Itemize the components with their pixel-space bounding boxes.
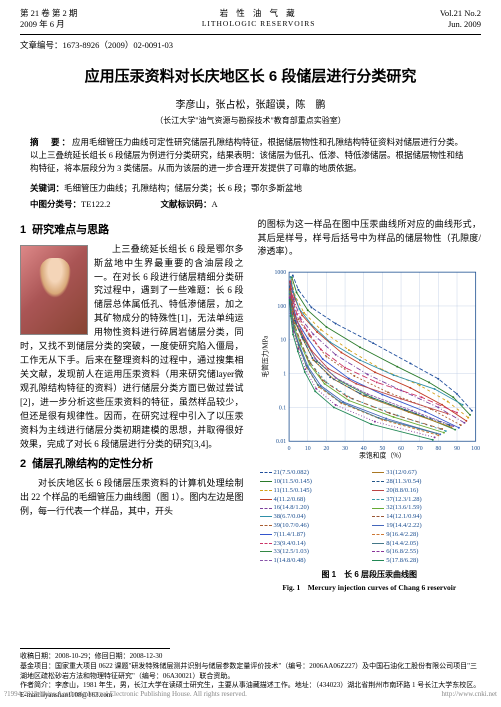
legend-item: 4(11.2/0.68) (260, 496, 367, 505)
author-photo (20, 245, 88, 335)
legend-item: 19(14.4/2.22) (372, 522, 479, 531)
journal-cn: 岩 性 油 气 藏 (202, 8, 316, 19)
svg-text:30: 30 (342, 446, 348, 452)
watermark-left: ?1994-2015 China Academic Journal Electr… (4, 690, 247, 700)
journal-en: LITHOLOGIC RESERVOIRS (202, 19, 316, 29)
svg-text:毛管压力/MPa: 毛管压力/MPa (260, 336, 269, 378)
footer-fund: 基金项目：国家重大项目 0622 课题"研发特殊储层测井识别与储层参数定量评价技… (20, 662, 481, 682)
header-date-en: Jun. 2009 (440, 19, 481, 30)
svg-text:0.01: 0.01 (275, 440, 285, 446)
svg-text:0: 0 (287, 446, 290, 452)
watermark-right: http://www.cnki.net (441, 690, 497, 700)
svg-text:10: 10 (304, 446, 310, 452)
header-vol-cn: 第 21 卷 第 2 期 (20, 8, 77, 19)
legend-item: 6(16.8/2.55) (372, 548, 479, 557)
chart-caption-en: Fig. 1 Mercury injection curves of Chang… (258, 581, 482, 594)
doc-code: A (212, 199, 218, 209)
legend-item: 39(10.7/0.46) (260, 522, 367, 531)
svg-text:1: 1 (283, 372, 286, 378)
legend-item: 14(12.1/0.94) (372, 513, 479, 522)
abstract-text: 应用毛细管压力曲线可定性研究储层孔隙结构特征，根据储层物性和孔隙结构特征资料对储… (30, 137, 464, 173)
chart-legend: 21(7.5/0.082)10(11.5/0.145)11(11.5/0.145… (258, 466, 482, 565)
legend-item: 23(9.4/0.14) (260, 540, 367, 549)
article-title: 应用压汞资料对长庆地区长 6 段储层进行分类研究 (0, 57, 501, 96)
legend-item: 33(12.5/1.03) (260, 548, 367, 557)
header-vol-en: Vol.21 No.2 (440, 8, 481, 19)
sec1-title: 研究难点与思路 (32, 224, 109, 236)
col2-p1: 的图标为这一样品在图中压汞曲线所对应的曲线形式，其后是样号，样号后括号中为样品的… (258, 218, 482, 260)
affiliation: （长江大学"油气资源与勘探技术"教育部重点实验室） (0, 115, 501, 136)
sec2-title: 储层孔隙结构的定性分析 (32, 458, 153, 470)
svg-text:80: 80 (435, 446, 441, 452)
left-column: 1研究难点与思路 上三叠统延长组长 6 段是鄂尔多斯盆地中生界最重要的含油层段之… (20, 218, 244, 594)
svg-text:50: 50 (379, 446, 385, 452)
legend-item: 10(11.5/0.145) (260, 478, 367, 487)
legend-item: 7(11.4/1.87) (260, 531, 367, 540)
svg-text:10: 10 (280, 338, 286, 344)
legend-item: 8(14.4/2.05) (372, 540, 479, 549)
mercury-chart: 0 10 20 30 40 50 60 70 80 90 100 0.01 0.1 1 10 100 1000 汞… (258, 261, 482, 466)
svg-text:100: 100 (471, 446, 480, 452)
svg-text:1000: 1000 (274, 271, 286, 277)
svg-text:40: 40 (360, 446, 366, 452)
footer-rule (20, 648, 170, 649)
svg-text:90: 90 (454, 446, 460, 452)
authors: 李彦山，张占松，张超谟，陈 鹏 (0, 96, 501, 115)
legend-item: 21(7.5/0.082) (260, 469, 367, 478)
footer-dates: 收稿日期：2008-10-29；修回日期：2008-12-30 (20, 652, 481, 662)
sec1-num: 1 (20, 224, 26, 236)
artno-label: 文章编号： (20, 40, 63, 50)
svg-text:70: 70 (416, 446, 422, 452)
clc-label: 中图分类号： (30, 199, 81, 209)
svg-text:20: 20 (323, 446, 329, 452)
keywords-label: 关键词： (30, 183, 64, 193)
svg-text:汞饱和度（%）: 汞饱和度（%） (359, 451, 405, 460)
header-date-cn: 2009 年 6 月 (20, 19, 77, 30)
legend-item: 5(17.8/6.28) (372, 557, 479, 566)
legend-item: 9(16.4/2.28) (372, 531, 479, 540)
legend-item: 38(6.7/0.04) (260, 513, 367, 522)
artno: 1673-8926（2009）02-0091-03 (63, 40, 174, 50)
legend-item: 20(8.8/0.16) (372, 487, 479, 496)
legend-item: 1(14.8/0.48) (260, 557, 367, 566)
svg-text:60: 60 (398, 446, 404, 452)
svg-text:100: 100 (277, 304, 286, 310)
sec2-num: 2 (20, 458, 26, 470)
legend-item: 11(11.5/0.145) (260, 487, 367, 496)
svg-text:0.1: 0.1 (278, 406, 285, 412)
chart-caption-cn: 图 1 长 6 层段压汞曲线图 (258, 566, 482, 581)
legend-item: 16(14.8/1.20) (260, 504, 367, 513)
legend-item: 37(12.3/1.28) (372, 496, 479, 505)
clc: TE122.2 (81, 199, 111, 209)
legend-item: 31(12/0.67) (372, 469, 479, 478)
abstract-label: 摘 要： (30, 137, 72, 147)
keywords-text: 毛细管压力曲线；孔隙结构；储层分类；长 6 段；鄂尔多斯盆地 (64, 183, 302, 193)
sec2-p1: 对长庆地区长 6 段储层压汞资料的计算机处理绘制出 22 个样品的毛细管压力曲线… (20, 477, 244, 519)
footer: 收稿日期：2008-10-29；修回日期：2008-12-30 基金项目：国家重… (0, 648, 501, 701)
doc-label: 文献标识码： (161, 199, 212, 209)
legend-item: 32(13.6/1.59) (372, 504, 479, 513)
right-column: 的图标为这一样品在图中压汞曲线所对应的曲线形式，其后是样号，样号后括号中为样品的… (258, 218, 482, 594)
legend-item: 28(11.3/0.54) (372, 478, 479, 487)
